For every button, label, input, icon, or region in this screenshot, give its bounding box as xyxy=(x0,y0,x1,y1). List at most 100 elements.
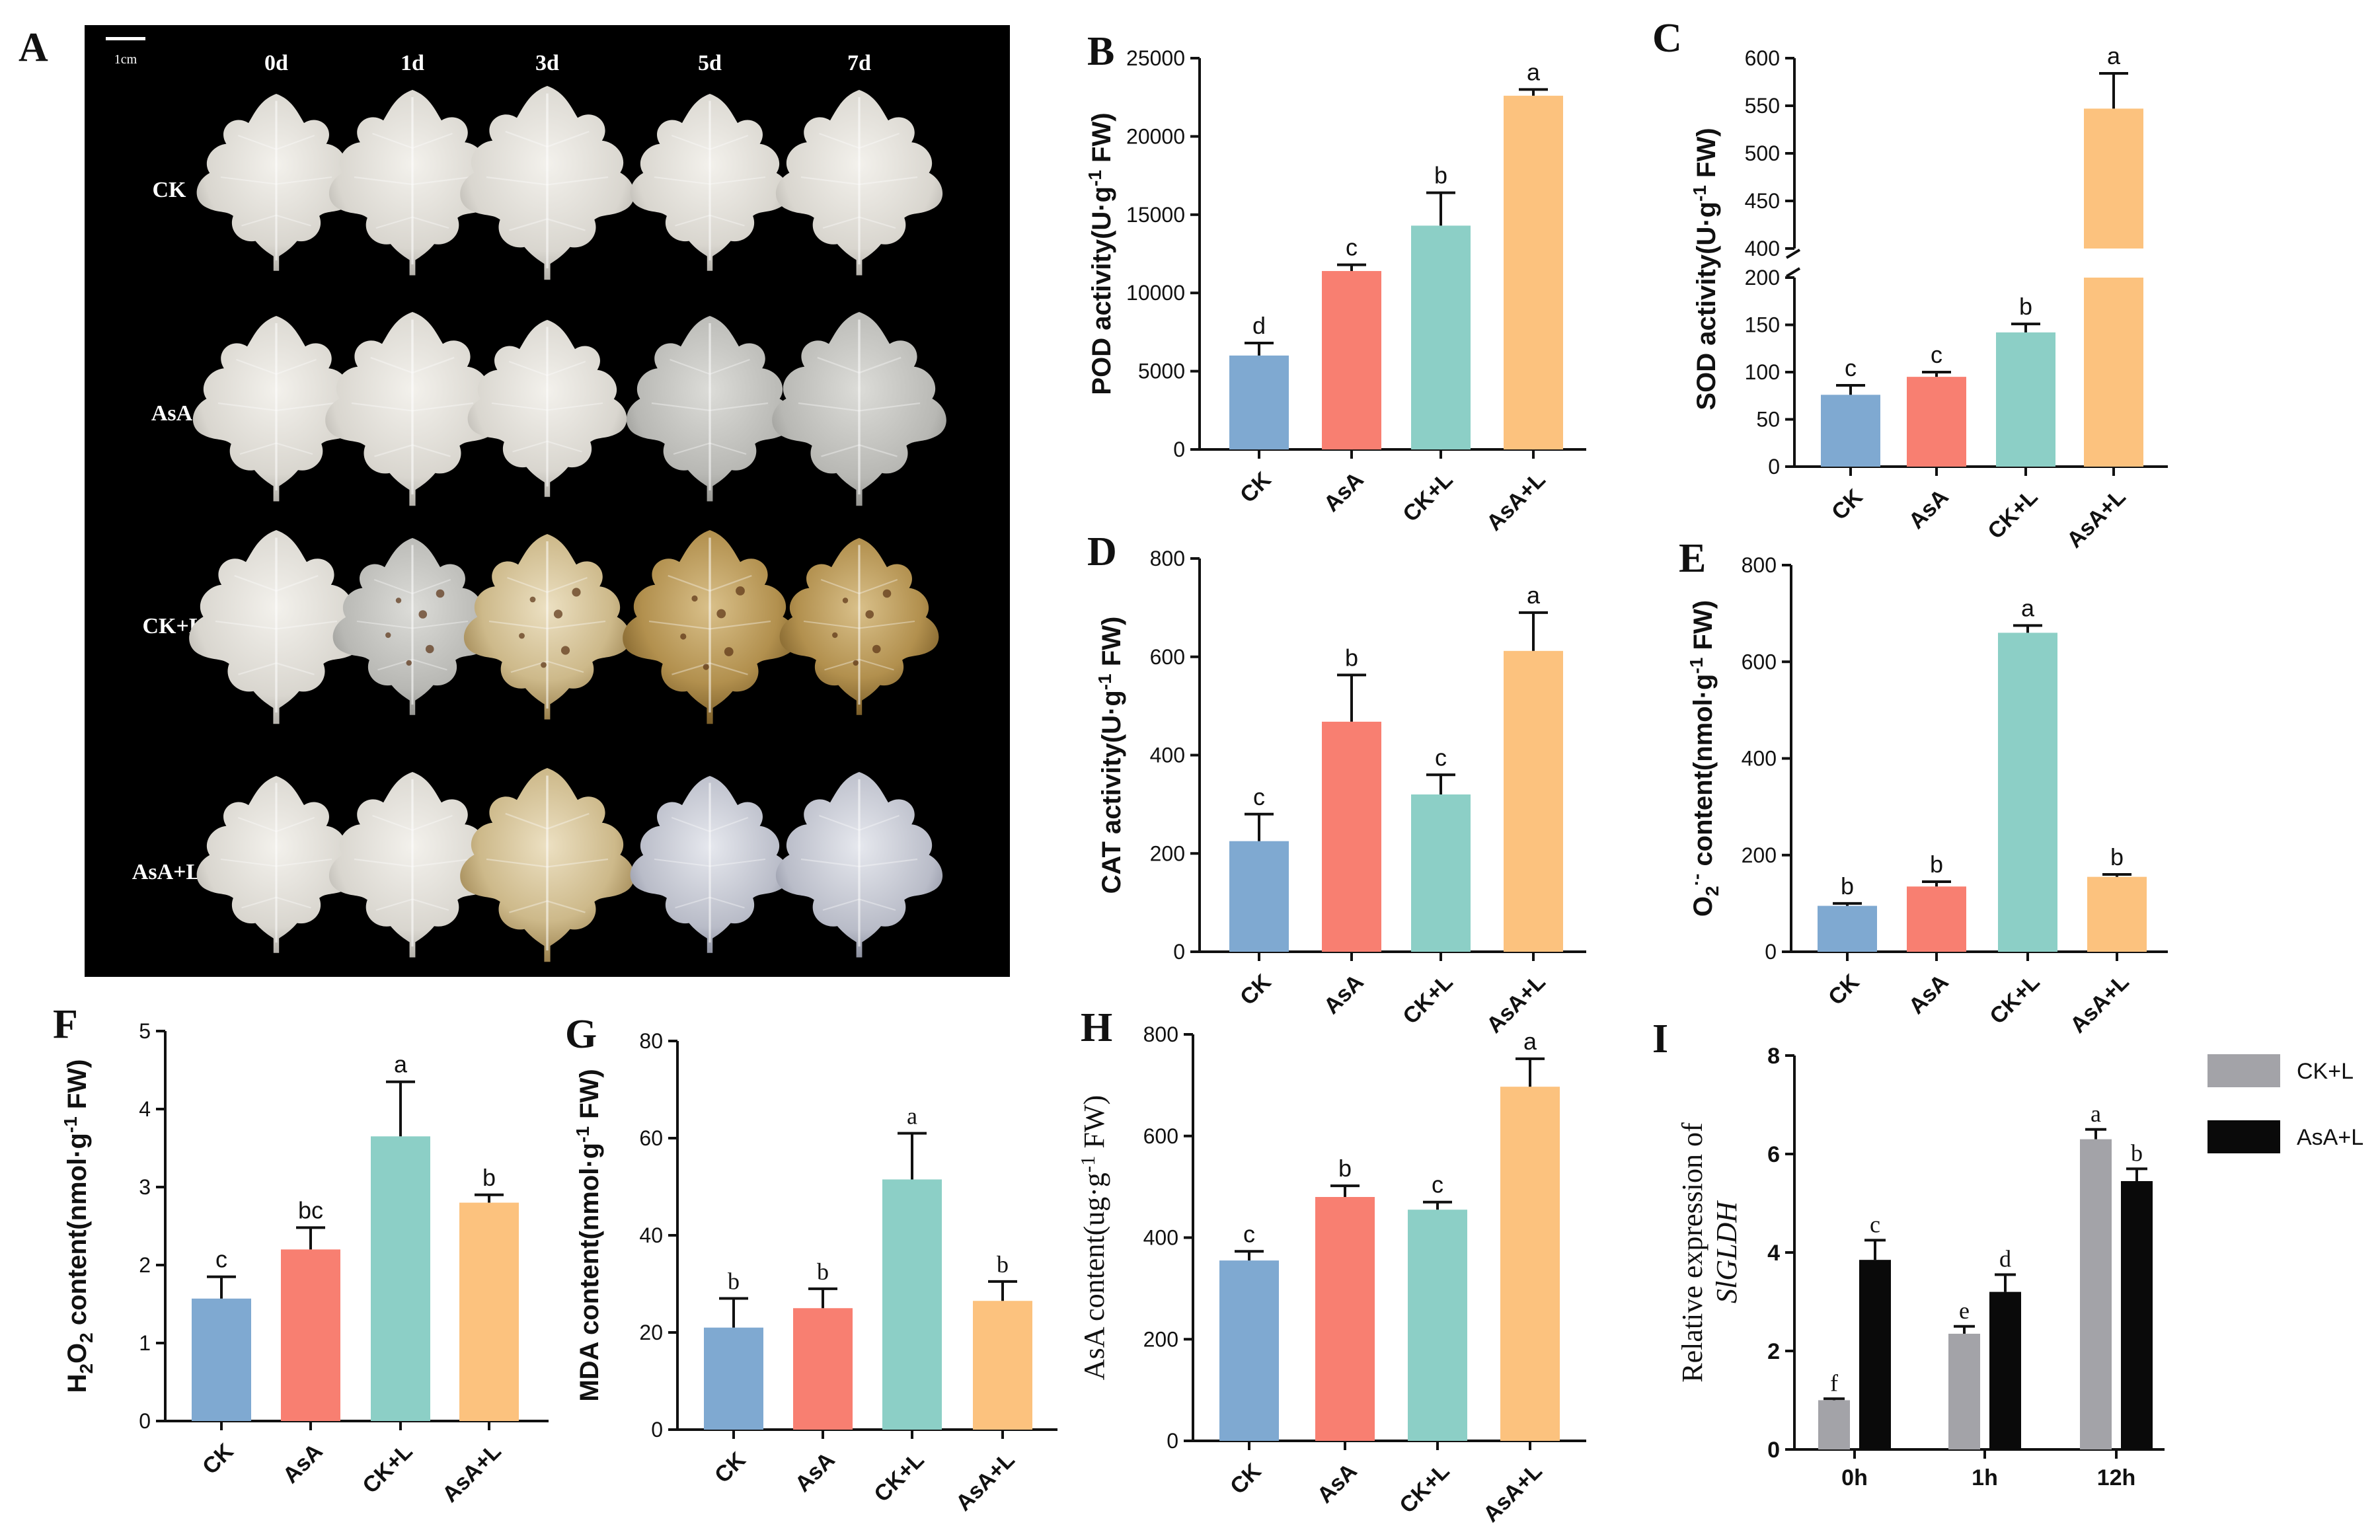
y-tick-b-0: 0 xyxy=(1173,438,1185,461)
x-label-c-ck-l: CK+L xyxy=(1983,484,2042,544)
x-label-i-1h: 1h xyxy=(1972,1465,1998,1490)
bar-h-ck-l xyxy=(1408,1210,1467,1441)
bar-f-asa-l-sig-letter: b xyxy=(482,1164,496,1191)
leaf-asa-l-1d xyxy=(328,772,496,958)
bar-h-asa-sig-letter: b xyxy=(1338,1155,1352,1182)
bar-g-ck-sig-letter: b xyxy=(728,1268,740,1295)
x-label-g-ck-l: CK+L xyxy=(869,1447,929,1507)
y-tick-g-1: 20 xyxy=(639,1321,663,1344)
legend-i: CK+L AsA+L xyxy=(2207,1054,2363,1153)
x-label-c-asa: AsA xyxy=(1904,484,1954,534)
bar-i-0h-ck-l xyxy=(1818,1400,1850,1449)
axis-break-mark-high xyxy=(1785,249,1801,259)
y-tick-g-0: 0 xyxy=(651,1418,663,1442)
bar-g-ck-l-sig-letter: a xyxy=(907,1103,917,1130)
leaf-asa-l-7d xyxy=(775,772,943,958)
y-tick-f-3: 3 xyxy=(139,1175,151,1199)
bar-c-ck-l-sig-letter: b xyxy=(2019,293,2032,320)
y-tick-c-low-1: 50 xyxy=(1756,408,1780,432)
y-tick-i-1: 2 xyxy=(1767,1339,1780,1364)
y-tick-f-5: 5 xyxy=(139,1019,151,1043)
bar-h-asa xyxy=(1315,1197,1375,1441)
bar-f-ck-l-sig-letter: a xyxy=(394,1051,408,1078)
x-label-c-ck: CK xyxy=(1827,484,1868,525)
bar-f-asa-l xyxy=(459,1202,519,1421)
panel-letter-g: G xyxy=(565,1012,597,1057)
x-label-d-asa-l: AsA+L xyxy=(1482,970,1551,1038)
y-tick-b-1: 5000 xyxy=(1138,360,1185,383)
bar-c-asa-l-sig-letter: a xyxy=(2107,42,2121,69)
y-tick-b-4: 20000 xyxy=(1126,124,1185,148)
x-label-h-asa-l: AsA+L xyxy=(1478,1459,1547,1527)
leaf-asa-7d xyxy=(772,312,946,506)
leaf-ck-5d xyxy=(630,94,790,271)
y-tick-h-3: 600 xyxy=(1143,1124,1178,1148)
x-label-f-ck-l: CK+L xyxy=(358,1439,417,1498)
bar-e-asa-l-sig-letter: b xyxy=(2110,843,2124,870)
x-label-b-ck-l: CK+L xyxy=(1398,467,1457,527)
bar-h-asa-l-sig-letter: a xyxy=(1523,1028,1537,1055)
bar-f-asa-sig-letter: bc xyxy=(298,1196,323,1223)
panel-e: E 0 200 400 600 800 b CK b AsA a CK+L b AsA+L O2·- con… xyxy=(1679,536,2168,1038)
bar-f-ck-sig-letter: c xyxy=(215,1246,227,1273)
bar-d-asa-sig-letter: b xyxy=(1345,644,1358,671)
y-tick-b-3: 15000 xyxy=(1126,203,1185,227)
bar-b-asa xyxy=(1322,271,1381,449)
legend-swatch-asa-l xyxy=(2207,1120,2280,1153)
bar-d-ck-l xyxy=(1411,794,1471,952)
bar-b-asa-sig-letter: c xyxy=(1346,234,1358,261)
bar-b-ck xyxy=(1229,355,1289,449)
bar-h-ck-l-sig-letter: c xyxy=(1432,1171,1443,1198)
bar-g-ck-l xyxy=(882,1179,942,1430)
x-label-c-asa-l: AsA+L xyxy=(2062,484,2131,553)
y-tick-b-2: 10000 xyxy=(1126,281,1185,305)
x-label-b-ck: CK xyxy=(1235,467,1276,508)
y-axis-title-b: POD activity(U·g-1 FW) xyxy=(1085,112,1116,395)
y-tick-c-high-3: 550 xyxy=(1745,94,1780,118)
bar-b-ck-sig-letter: d xyxy=(1252,312,1266,339)
y-tick-h-4: 800 xyxy=(1143,1022,1178,1046)
bar-d-ck-sig-letter: c xyxy=(1253,783,1265,810)
y-tick-e-1: 200 xyxy=(1742,843,1777,867)
x-label-e-ck-l: CK+L xyxy=(1985,970,2044,1029)
bar-i-0h-asa-l-sig-letter: c xyxy=(1870,1211,1880,1237)
y-tick-c-low-2: 100 xyxy=(1745,360,1780,384)
y-tick-c-high-4: 600 xyxy=(1745,46,1780,70)
y-axis-title-i-gene: SlGLDH xyxy=(1710,1200,1743,1303)
column-label-7d: 7d xyxy=(847,51,871,75)
y-axis-title-c: SOD activity(U·g-1 FW) xyxy=(1689,128,1721,410)
y-tick-f-2: 2 xyxy=(139,1253,151,1277)
legend-swatch-ck-l xyxy=(2207,1054,2280,1087)
bar-h-ck xyxy=(1219,1260,1279,1441)
axis-break-mark-low xyxy=(1785,267,1801,278)
bar-e-ck-sig-letter: b xyxy=(1841,872,1854,900)
leaf-ck-1d xyxy=(328,90,496,276)
y-tick-i-3: 6 xyxy=(1767,1142,1780,1167)
y-axis-title-f: H2O2 content(nmol·g-1 FW) xyxy=(60,1059,96,1393)
bar-i-1h-asa-l xyxy=(1989,1291,2021,1449)
bar-h-asa-l xyxy=(1500,1087,1560,1441)
bar-c-asa-l xyxy=(2084,108,2143,249)
y-tick-c-high-1: 450 xyxy=(1745,189,1780,213)
bar-e-ck-l xyxy=(1998,633,2057,952)
x-label-i-0h: 0h xyxy=(1841,1465,1868,1490)
x-label-g-ck: CK xyxy=(710,1447,751,1488)
y-tick-h-2: 400 xyxy=(1143,1226,1178,1250)
y-tick-d-2: 400 xyxy=(1150,744,1185,767)
leaf-asa-5d xyxy=(626,316,794,502)
y-axis-title-h: AsA content(ug·g-1 FW) xyxy=(1077,1095,1110,1380)
bar-g-asa xyxy=(793,1308,853,1430)
bar-i-12h-ck-l-sig-letter: a xyxy=(2091,1100,2101,1127)
y-axis-title-i: Relative expression of xyxy=(1676,1122,1708,1383)
panel-c: C 0 50 100 150 200 400 450 500 550 600 c CK c AsA b CK+L… xyxy=(1652,16,2168,553)
y-tick-e-2: 400 xyxy=(1742,747,1777,771)
y-tick-f-4: 4 xyxy=(139,1097,151,1121)
leaf-ck-l-3d xyxy=(463,534,631,720)
x-label-h-ck: CK xyxy=(1225,1458,1266,1499)
leaf-asa-1d xyxy=(325,312,500,506)
panel-i: I 0 2 4 6 8 0h f c 1h e d 12h a b Relative expression o… xyxy=(1652,1017,2363,1490)
bar-b-ck-l-sig-letter: b xyxy=(1434,162,1447,189)
y-tick-e-3: 600 xyxy=(1742,650,1777,674)
row-label-asa: AsA xyxy=(151,401,193,426)
